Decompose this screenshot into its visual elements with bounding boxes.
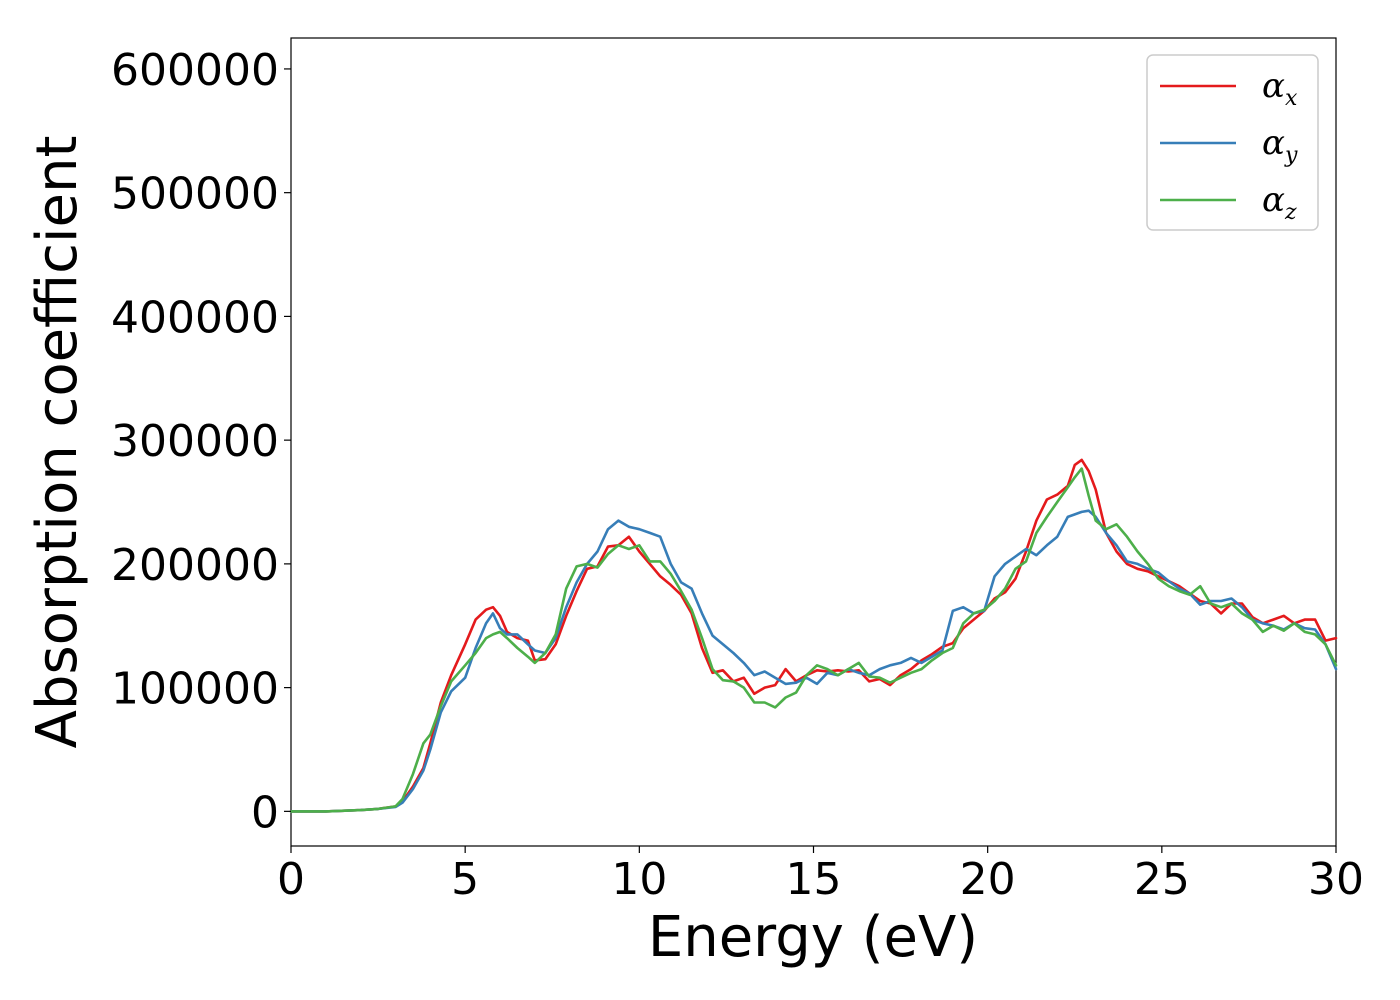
legend: αx αy αz [1146,54,1319,231]
x-tick-label: 5 [451,854,479,905]
x-tick-label: 15 [786,854,842,905]
y-axis-title: Absorption coefficient [25,136,90,749]
y-tick-label: 500000 [111,169,279,220]
y-tick-label: 200000 [111,540,279,591]
x-tick-label: 25 [1134,854,1190,905]
y-tick-label: 300000 [111,416,279,467]
y-axis: 0 100000 200000 300000 400000 500000 600000 [111,45,291,838]
x-tick-label: 20 [960,854,1016,905]
x-tick-label: 30 [1308,854,1364,905]
legend-label-x: αx [1262,66,1298,111]
legend-label-z: αz [1262,180,1297,225]
y-tick-label: 100000 [111,664,279,715]
y-tick-label: 600000 [111,45,279,96]
x-tick-label: 0 [277,854,305,905]
x-axis-title: Energy (eV) [648,905,978,970]
legend-label-y: αy [1262,123,1298,168]
y-tick-label: 400000 [111,292,279,343]
y-tick-label: 0 [251,787,279,838]
series-line-z [289,467,1338,813]
x-tick-label: 10 [611,854,667,905]
series-layer [289,458,1338,813]
x-axis: 0 5 10 15 20 25 30 [277,846,1364,905]
